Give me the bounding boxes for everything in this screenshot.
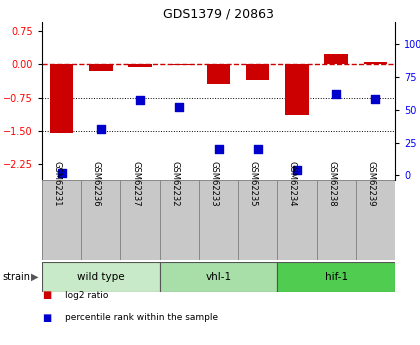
Bar	[356, 180, 395, 260]
Text: GSM62239: GSM62239	[366, 161, 375, 207]
Point	[58, 170, 65, 176]
Point	[215, 146, 222, 152]
Bar	[364, 62, 387, 64]
Text: GSM62232: GSM62232	[170, 161, 179, 207]
Text: GSM62234: GSM62234	[288, 161, 297, 207]
Title: GDS1379 / 20863: GDS1379 / 20863	[163, 8, 274, 21]
Text: ■: ■	[42, 290, 51, 300]
Text: percentile rank within the sample: percentile rank within the sample	[65, 313, 218, 322]
Bar	[160, 262, 277, 292]
Text: GSM62235: GSM62235	[249, 161, 258, 207]
Bar	[207, 64, 230, 84]
Bar	[324, 55, 348, 64]
Text: ■: ■	[42, 313, 51, 323]
Text: GSM62238: GSM62238	[327, 161, 336, 207]
Bar	[160, 180, 199, 260]
Bar	[285, 64, 309, 116]
Text: hif-1: hif-1	[325, 272, 348, 282]
Text: log2 ratio: log2 ratio	[65, 291, 108, 300]
Text: GSM62236: GSM62236	[92, 161, 101, 207]
Bar	[168, 64, 191, 65]
Bar	[277, 262, 395, 292]
Text: GSM62237: GSM62237	[131, 161, 140, 207]
Point	[294, 167, 300, 173]
Bar	[246, 64, 270, 80]
Text: wild type: wild type	[77, 272, 125, 282]
Text: GSM62233: GSM62233	[210, 161, 218, 207]
Point	[333, 91, 339, 97]
Point	[97, 127, 104, 132]
Point	[176, 104, 183, 110]
Bar	[50, 64, 74, 133]
Point	[372, 96, 379, 102]
Bar	[128, 64, 152, 67]
Bar	[42, 262, 160, 292]
Point	[255, 146, 261, 152]
Text: strain: strain	[2, 272, 30, 282]
Bar	[42, 180, 81, 260]
Point	[136, 98, 143, 103]
Bar	[317, 180, 356, 260]
Bar	[121, 180, 160, 260]
Bar	[277, 180, 317, 260]
Text: GSM62231: GSM62231	[52, 161, 62, 207]
Bar	[238, 180, 277, 260]
Text: vhl-1: vhl-1	[205, 272, 231, 282]
Text: ▶: ▶	[31, 272, 39, 282]
Bar	[81, 180, 121, 260]
Bar	[199, 180, 238, 260]
Bar	[89, 64, 113, 71]
